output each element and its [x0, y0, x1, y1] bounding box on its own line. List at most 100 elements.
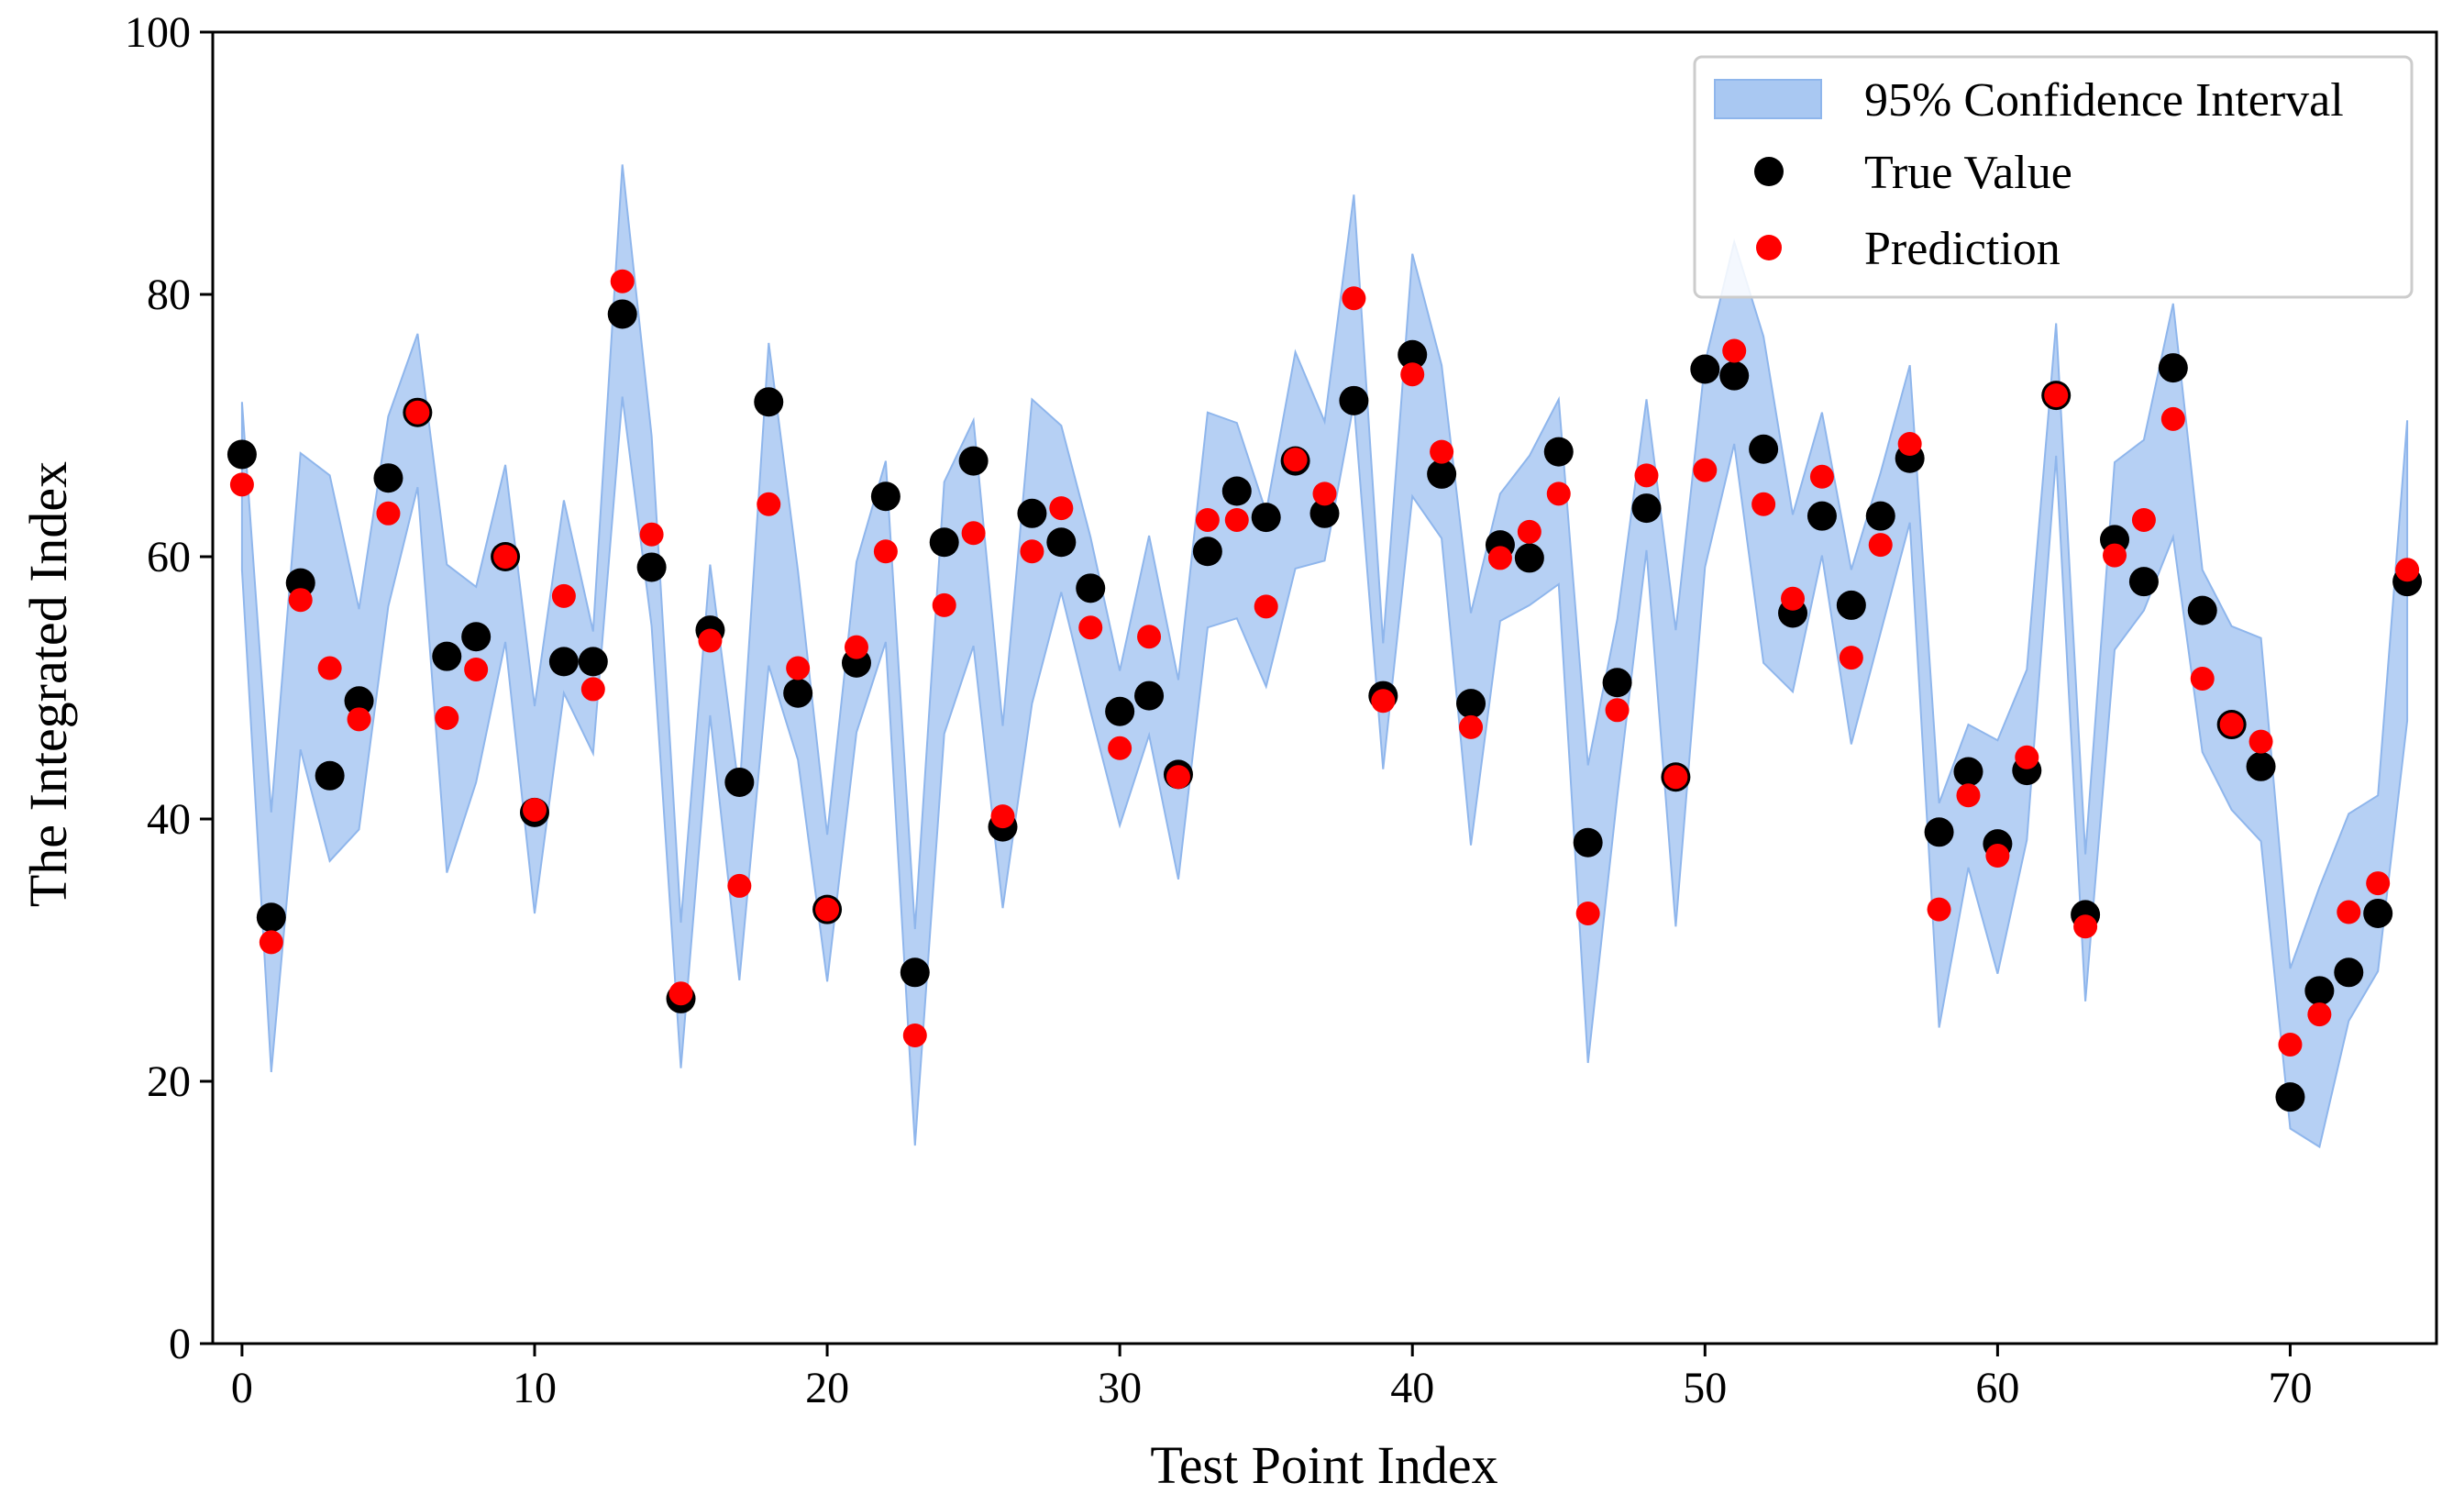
prediction-point — [2015, 745, 2039, 769]
true-value-point — [929, 527, 959, 558]
true-value-point — [2363, 898, 2393, 928]
true-value-point — [315, 760, 345, 791]
prediction-point — [786, 656, 811, 681]
true-value-point — [285, 568, 315, 598]
prediction-point — [1371, 689, 1396, 714]
true-value-point — [958, 446, 989, 476]
x-axis-title: Test Point Index — [1150, 1435, 1497, 1495]
x-tick-label: 50 — [1683, 1364, 1727, 1412]
prediction-point — [902, 1023, 927, 1047]
prediction-point — [551, 583, 576, 608]
plot-area — [227, 164, 2423, 1149]
prediction-point — [1195, 507, 1220, 532]
prediction-point — [727, 873, 752, 898]
confidence-band — [240, 164, 2409, 1149]
prediction-point — [2073, 914, 2098, 939]
prediction-point — [1487, 546, 1512, 570]
prediction-point — [464, 657, 489, 681]
true-value-point — [1573, 827, 1603, 858]
true-value-point — [1602, 668, 1632, 698]
true-value-point — [724, 767, 755, 797]
x-tick-label: 30 — [1098, 1364, 1142, 1412]
prediction-point — [2219, 713, 2244, 737]
prediction-point — [1839, 646, 1863, 670]
y-tick-label: 100 — [125, 8, 191, 57]
true-value-point — [1865, 501, 1895, 531]
prediction-point — [2249, 729, 2273, 754]
true-value-point — [1076, 573, 1106, 603]
true-value-point — [783, 678, 813, 708]
prediction-point — [1020, 539, 1044, 564]
y-tick-label: 20 — [147, 1057, 191, 1106]
prediction-point — [2103, 543, 2127, 568]
prediction-point — [580, 677, 605, 702]
prediction-point — [932, 592, 956, 617]
prediction-point — [1312, 481, 1337, 506]
prediction-point — [698, 628, 723, 653]
legend-ci-label: 95% Confidence Interval — [1864, 74, 2344, 127]
true-value-point — [1514, 543, 1544, 573]
x-tick-label: 60 — [1975, 1364, 2019, 1412]
true-value-point — [754, 387, 784, 417]
prediction-point — [1254, 594, 1278, 619]
y-axis: 0 20 40 60 80 100 — [125, 8, 213, 1368]
prediction-point — [1137, 625, 1162, 649]
prediction-point — [522, 797, 547, 822]
prediction-point — [1985, 844, 2010, 869]
prediction-point — [229, 472, 254, 497]
prediction-point — [1166, 765, 1190, 790]
prediction-point — [1693, 458, 1718, 482]
prediction-point — [610, 269, 635, 293]
prediction-point — [1634, 463, 1659, 488]
x-tick-label: 0 — [231, 1364, 253, 1412]
legend-true-label: True Value — [1864, 147, 2072, 199]
x-axis: 0 10 20 30 40 50 60 70 — [231, 1344, 2312, 1412]
true-value-point — [1251, 503, 1281, 533]
true-value-point — [373, 463, 403, 493]
prediction-point — [1049, 496, 1074, 521]
true-value-point — [1134, 681, 1165, 711]
prediction-point — [2366, 871, 2391, 896]
prediction-point — [639, 522, 664, 547]
prediction-point — [1781, 586, 1806, 611]
prediction-point — [1956, 783, 1981, 808]
prediction-point — [1078, 615, 1103, 640]
prediction-point — [1897, 432, 1922, 457]
prediction-point — [493, 545, 518, 569]
prediction-point — [1722, 338, 1747, 363]
prediction-point — [288, 588, 313, 613]
prediction-point — [1459, 714, 1484, 739]
prediction-point — [2190, 666, 2215, 691]
prediction-point — [1575, 901, 1600, 925]
y-tick-label: 0 — [169, 1320, 191, 1368]
true-value-point — [1398, 339, 1428, 370]
y-tick-label: 80 — [147, 271, 191, 319]
true-value-point — [1105, 696, 1135, 726]
prediction-point — [1927, 897, 1951, 922]
prediction-point — [347, 707, 371, 732]
prediction-point — [1342, 286, 1366, 311]
true-value-point — [578, 647, 608, 677]
prediction-point — [1809, 464, 1834, 489]
true-value-point — [1339, 385, 1369, 415]
true-value-point — [432, 641, 462, 671]
y-tick-label: 40 — [147, 795, 191, 844]
prediction-point — [435, 705, 459, 730]
prediction-point — [2131, 507, 2156, 532]
prediction-point — [2278, 1032, 2303, 1057]
prediction-point — [1751, 492, 1776, 516]
y-axis-title: The Integrated Index — [18, 461, 78, 907]
prediction-point — [873, 539, 898, 564]
true-value-point — [2246, 751, 2276, 781]
x-tick-label: 10 — [513, 1364, 557, 1412]
legend-pred-label: Prediction — [1864, 223, 2061, 275]
true-value-point — [1690, 354, 1720, 384]
prediction-point — [990, 804, 1015, 829]
prediction-point — [1283, 448, 1308, 472]
prediction-point — [259, 930, 283, 955]
true-value-point — [2304, 976, 2335, 1006]
prediction-point — [668, 981, 693, 1006]
true-value-point — [344, 686, 374, 716]
prediction-point — [317, 656, 342, 681]
